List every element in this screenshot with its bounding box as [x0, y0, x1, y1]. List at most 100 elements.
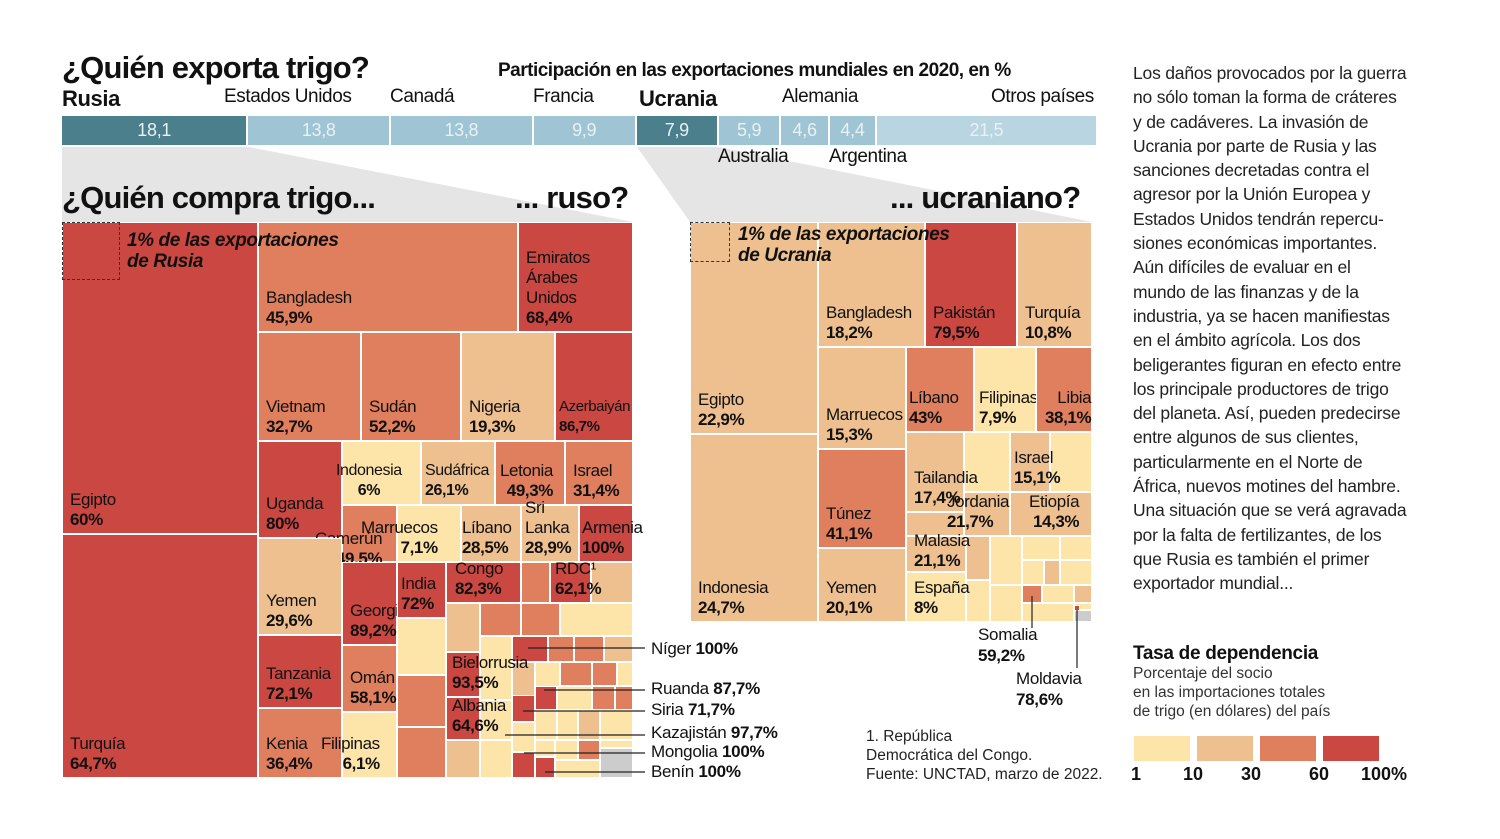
cell-label: Tanzania 72,1%	[266, 664, 331, 704]
cell-name: Túnez	[826, 504, 872, 523]
cell-value: 21,1%	[914, 551, 961, 570]
ukraine-cell-malasia: Malasia 21,1%	[906, 531, 970, 572]
ukraine-one-percent-box	[690, 222, 730, 262]
ukraine-small-cell	[964, 432, 1010, 492]
ukraine-cell-jordania: Jordania 21,7%	[947, 492, 1010, 536]
russia-cell-emiratos-arabes-unidos: Emiratos Árabes Unidos 68,4%	[518, 222, 633, 332]
cell-label: Marruecos 7,1%	[361, 518, 438, 558]
russia-small-cell	[446, 740, 480, 778]
cell-value: 7,1%	[400, 538, 439, 557]
russia-cell-turquia: Turquía 64,7%	[62, 534, 258, 778]
cell-name: Malasia	[914, 531, 970, 550]
cell-label: Turquía 64,7%	[70, 734, 126, 774]
cell-value: 86,7%	[559, 418, 600, 435]
russia-cell-albania: Albania 64,6%	[446, 696, 506, 740]
russia-small-cell	[480, 700, 512, 740]
paragraph-line: que Rusia es también el primer	[1133, 548, 1370, 569]
ukraine-cell-libia: Libia 38,1%	[1036, 347, 1092, 432]
cell-label: Etiopía 14,3%	[1029, 492, 1080, 532]
page-title: ¿Quién exporta trigo?	[62, 50, 370, 85]
cell-label: Sudán 52,2%	[369, 397, 417, 437]
export-bar-rusia: 18,1	[62, 116, 247, 145]
export-label-ucrania: Ucrania	[639, 86, 717, 111]
export-bar-francia: 9,9	[533, 116, 635, 145]
russia-small-cell	[512, 695, 535, 722]
ukraine-cell-espana: España 8%	[906, 572, 970, 622]
cell-value: 100%	[582, 538, 624, 557]
russia-small-cell	[535, 710, 557, 740]
callout-value: 100%	[698, 762, 741, 781]
paragraph-line: del planeta. Así, pueden predecirse	[1133, 403, 1401, 424]
ukraine-cell-libano: Líbano 43%	[906, 347, 974, 432]
cell-name: Armenia	[582, 518, 643, 537]
cell-label: Indonesia 24,7%	[698, 578, 769, 618]
russia-small-cell	[397, 675, 446, 727]
cell-label: Sudáfrica 26,1%	[425, 461, 489, 501]
callout-kazajistan: Kazajistán 97,7%	[651, 723, 778, 743]
russia-cell-tanzania: Tanzania 72,1%	[258, 635, 342, 708]
cell-name: Filipinas	[979, 388, 1038, 407]
russia-small-cell	[521, 603, 560, 636]
cell-label: Omán 58,1%	[350, 668, 397, 708]
cell-value: 6,1%	[342, 754, 381, 773]
cell-name: Jordania	[947, 492, 1010, 511]
cell-name: Emiratos Árabes Unidos	[526, 248, 590, 307]
ukraine-cell-egipto: Egipto 22,9%	[690, 222, 818, 434]
cell-label: Bangladesh 45,9%	[266, 288, 352, 328]
cell-name: España	[914, 578, 970, 597]
legend-swatch-1	[1197, 736, 1253, 761]
cell-label: Pakistán 79,5%	[933, 303, 995, 343]
article-paragraph: Los daños provocados por la guerra no sól…	[1133, 61, 1407, 596]
note-line: 1% de las exportaciones	[127, 230, 339, 251]
cell-label: Yemen 29,6%	[266, 591, 317, 631]
ukraine-small-cell	[1022, 560, 1044, 585]
russia-small-cell	[480, 636, 512, 700]
callout-name: Ruanda	[651, 679, 714, 698]
callout-niger: Níger 100%	[651, 639, 738, 659]
export-bar-ucrania: 7,9	[636, 116, 718, 145]
ukraine-cell-bangladesh: Bangladesh 18,2%	[818, 222, 925, 347]
russia-small-cell	[555, 760, 600, 778]
cell-value: 21,7%	[947, 512, 994, 531]
footnote: 1. República Democrática del Congo. Fuen…	[866, 727, 1103, 784]
ukraine-small-cell	[1074, 585, 1092, 603]
cell-value: 8%	[914, 598, 938, 617]
cell-name: Congo	[455, 559, 504, 578]
cell-label: Yemen 20,1%	[826, 578, 877, 618]
callout-name: Moldavia	[1016, 669, 1082, 688]
cell-value: 43%	[909, 408, 942, 427]
russia-small-cell	[574, 636, 604, 662]
cell-label: Letonia 49,3%	[500, 461, 553, 501]
cell-name: Líbano	[909, 388, 959, 407]
ukraine-small-cell	[1042, 585, 1074, 603]
cell-label: Congo 82,3%	[455, 559, 504, 599]
cell-label: Egipto 22,9%	[698, 390, 745, 430]
paragraph-line: en el ámbito agrícola. Los dos	[1133, 330, 1361, 351]
callout-name: Níger	[651, 639, 696, 658]
russia-cell-indonesia: Indonesia 6%	[336, 441, 421, 505]
cell-value: 19,3%	[469, 417, 516, 436]
ukraine-small-cell	[966, 536, 990, 580]
cell-value: 26,1%	[425, 482, 469, 499]
legend-desc-line: en las importaciones totales	[1133, 684, 1326, 701]
paragraph-line: los principale productores de trigo	[1133, 378, 1389, 399]
cell-value: 36,4%	[266, 754, 313, 773]
callout-moldavia: Moldavia 78,6%	[1016, 668, 1082, 710]
cell-value: 20,1%	[826, 598, 873, 617]
cell-name: Sudáfrica	[425, 462, 489, 479]
cell-value: 28,9%	[525, 538, 572, 557]
callout-value: 59,2%	[978, 646, 1025, 665]
cell-value: 15,1%	[1014, 468, 1061, 487]
russia-cell-sudan: Sudán 52,2%	[361, 332, 461, 441]
paragraph-line: beligerantes figuran en efecto entre	[1133, 354, 1402, 375]
russia-small-cell	[535, 757, 555, 778]
ukraine-small-cell	[990, 585, 1022, 622]
cell-label: Indonesia 6%	[336, 461, 402, 501]
cell-label: Túnez 41,1%	[826, 504, 873, 544]
callout-name: Siria	[651, 700, 688, 719]
russia-small-cell	[604, 636, 633, 662]
ukraine-small-cell	[1044, 560, 1060, 585]
russia-small-cell	[615, 686, 633, 710]
callout-siria: Siria 71,7%	[651, 700, 735, 720]
cell-name: Bangladesh	[266, 288, 352, 307]
